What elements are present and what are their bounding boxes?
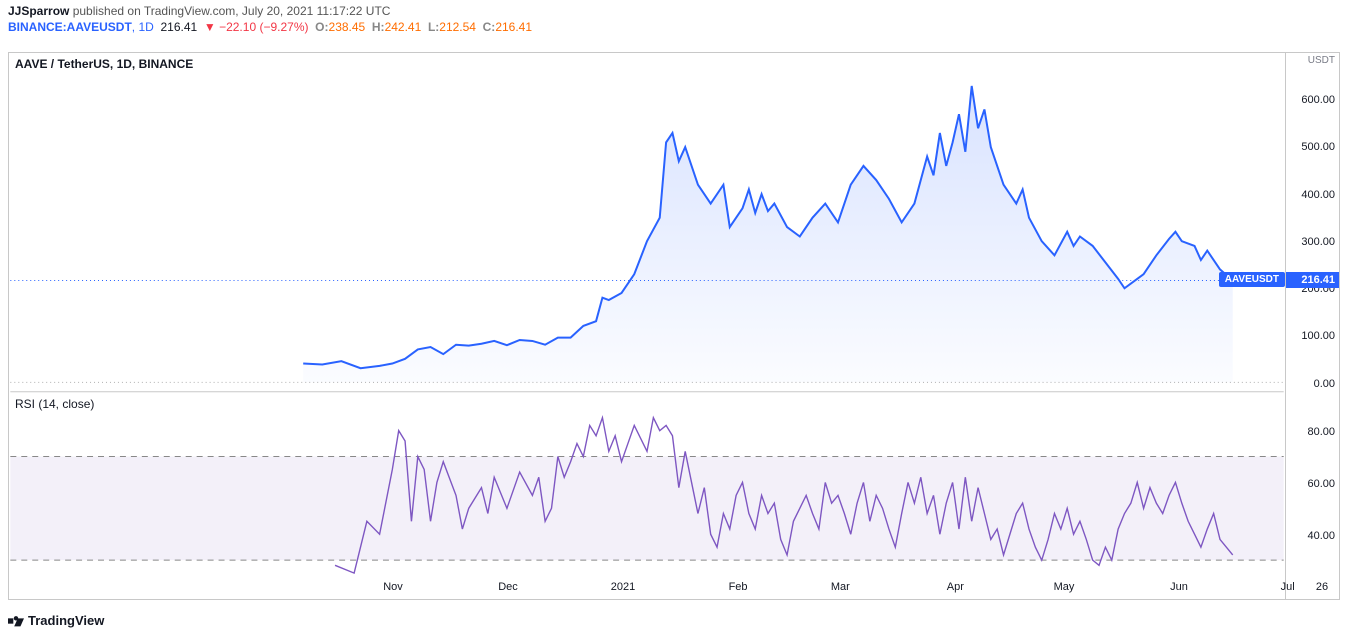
rsi-pane-title: RSI (14, close): [15, 397, 94, 411]
price-tick: 100.00: [1301, 330, 1335, 342]
rsi-tick: 60.00: [1307, 478, 1335, 490]
time-tick: Jun: [1170, 581, 1188, 593]
price-tick: 300.00: [1301, 236, 1335, 248]
ohlc-open: 238.45: [329, 20, 366, 34]
ohlc-high: 242.41: [385, 20, 422, 34]
price-tick: 400.00: [1301, 189, 1335, 201]
axis-unit: USDT: [1308, 55, 1335, 66]
last-price: 216.41: [160, 20, 197, 34]
ohlc-low: 212.54: [439, 20, 476, 34]
time-tick: Apr: [947, 581, 964, 593]
chart-container[interactable]: AAVE / TetherUS, 1D, BINANCE RSI (14, cl…: [8, 52, 1286, 600]
time-tick: Dec: [498, 581, 518, 593]
publish-info: JJSparrow published on TradingView.com, …: [8, 4, 1340, 18]
price-tick: 0.00: [1314, 378, 1335, 390]
price-pane-title: AAVE / TetherUS, 1D, BINANCE: [15, 57, 193, 71]
symbol-tag: AAVEUSDT: [1219, 272, 1285, 287]
rsi-pane[interactable]: [9, 53, 1285, 599]
price-tick: 600.00: [1301, 94, 1335, 106]
time-end-label: 26: [1316, 581, 1328, 593]
symbol-ohlc-bar: BINANCE:AAVEUSDT, 1D 216.41 ▼ −22.10 (−9…: [8, 20, 1340, 34]
change-value: −22.10: [219, 20, 256, 34]
symbol-full: BINANCE:AAVEUSDT: [8, 20, 132, 34]
brand-footer: TradingView: [8, 613, 104, 628]
rsi-tick: 80.00: [1307, 426, 1335, 438]
last-price-label: 216.41: [1286, 272, 1339, 288]
time-tick: May: [1054, 581, 1075, 593]
tradingview-logo-icon: [8, 614, 24, 628]
author-name: JJSparrow: [8, 4, 69, 18]
time-tick: Feb: [729, 581, 748, 593]
time-tick: Jul: [1281, 581, 1295, 593]
change-pct: (−9.27%): [259, 20, 308, 34]
time-tick: 2021: [611, 581, 635, 593]
y-axis[interactable]: USDT 0.00100.00200.00300.00400.00500.006…: [1286, 52, 1340, 600]
rsi-tick: 40.00: [1307, 530, 1335, 542]
time-tick: Nov: [383, 581, 403, 593]
x-axis[interactable]: Nov Dec 2021 Feb Mar Apr May Jun Jul 26: [8, 578, 1340, 600]
price-tick: 500.00: [1301, 141, 1335, 153]
ohlc-close: 216.41: [495, 20, 532, 34]
time-tick: Mar: [831, 581, 850, 593]
change-arrow: ▼: [204, 20, 216, 34]
